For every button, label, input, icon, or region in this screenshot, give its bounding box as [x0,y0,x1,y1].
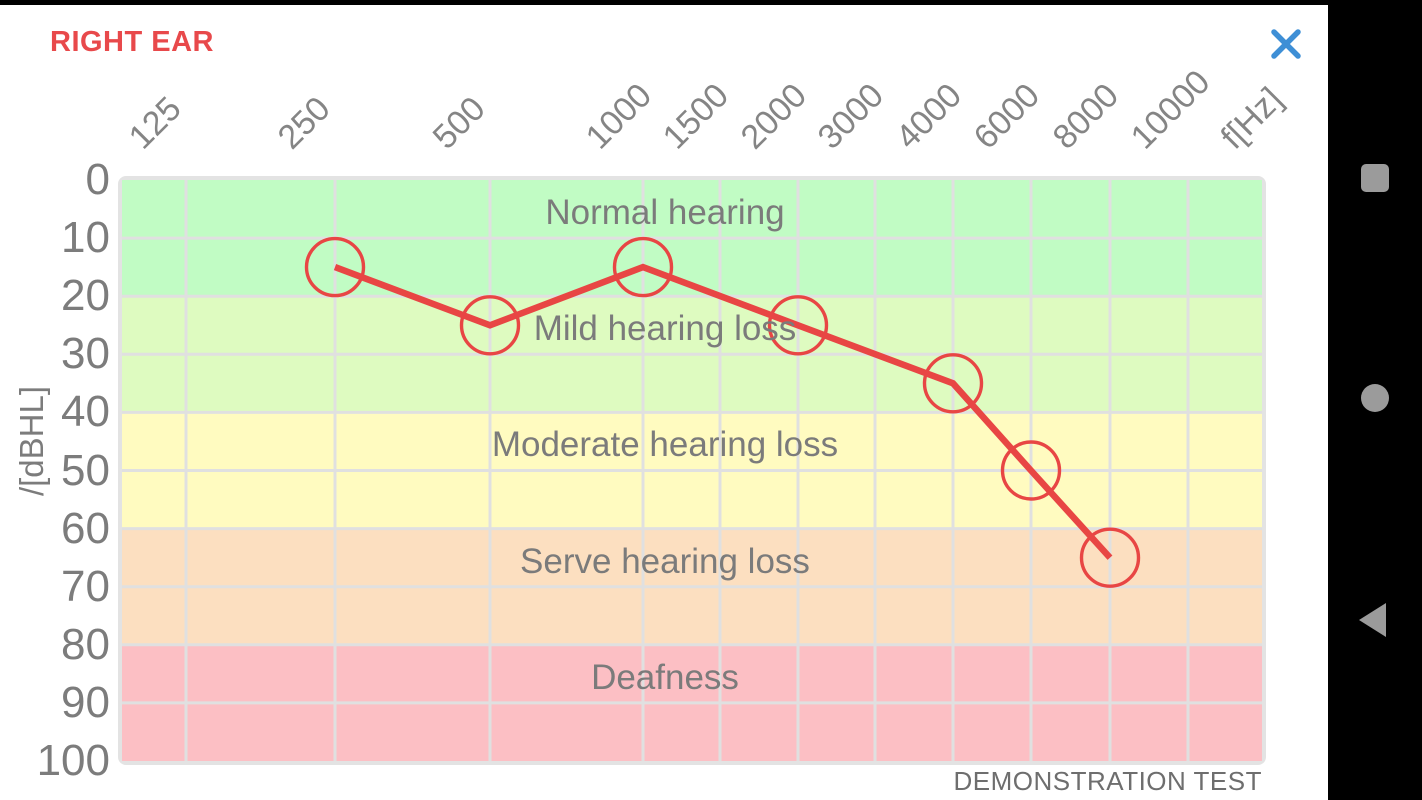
back-triangle-icon [1359,603,1386,637]
back-button[interactable] [1328,590,1422,650]
home-circle-icon [1361,384,1389,412]
band-label-deafness: Deafness [591,657,739,697]
data-point-6000hz-50db [1000,440,1062,501]
freq-axis-unit-label: f[Hz] [1213,80,1291,157]
freq-axis-label-6000: 6000 [966,76,1048,157]
close-button[interactable] [1269,27,1303,61]
recents-button[interactable] [1328,148,1422,208]
data-point-8000hz-65db [1079,527,1141,588]
freq-axis-label-500: 500 [425,89,493,157]
db-axis-label-60: 60 [61,503,110,553]
db-axis-label-20: 20 [61,271,110,321]
freq-axis-label-3000: 3000 [810,76,892,157]
band-label-mild-hearing-loss: Mild hearing loss [533,309,797,349]
band-label-moderate-hearing-loss: Moderate hearing loss [491,425,839,465]
home-button[interactable] [1328,368,1422,428]
page-title: RIGHT EAR [50,26,214,58]
freq-axis-label-125: 125 [121,89,189,157]
db-axis-label-30: 30 [61,329,110,379]
demonstration-watermark: DEMONSTRATION TEST [953,766,1262,796]
db-axis-label-80: 80 [61,619,110,669]
hearing-curve [333,263,1113,560]
data-point-250hz-15db [304,236,366,298]
db-axis-label-100: 100 [36,736,110,785]
db-axis-label-90: 90 [61,677,110,727]
close-icon [1269,29,1303,64]
data-point-2000hz-25db [767,295,829,356]
data-point-4000hz-35db [922,353,984,414]
recents-square-icon [1361,164,1389,192]
android-navigation-bar [1328,0,1422,800]
freq-axis-label-4000: 4000 [888,76,970,157]
db-axis-label-40: 40 [61,387,110,437]
status-bar-strip [0,0,1422,5]
db-axis-label-10: 10 [61,213,110,263]
freq-axis-label-8000: 8000 [1045,76,1127,157]
audiogram-plot [118,176,1266,765]
freq-axis-label-1000: 1000 [578,76,660,157]
band-label-serve-hearing-loss: Serve hearing loss [520,541,810,581]
data-point-1000hz-15db [612,236,674,298]
freq-axis-label-250: 250 [270,89,338,157]
freq-axis-label-10000: 10000 [1123,62,1218,157]
freq-axis-label-1500: 1500 [655,76,737,157]
audiogram-svg [122,180,1262,761]
db-axis-label-50: 50 [61,445,110,495]
band-label-normal-hearing: Normal hearing [545,193,785,232]
db-axis-label-0: 0 [85,155,110,204]
data-point-500hz-25db [459,295,521,356]
freq-axis-label-2000: 2000 [733,76,815,157]
db-axis-label-70: 70 [61,561,110,611]
